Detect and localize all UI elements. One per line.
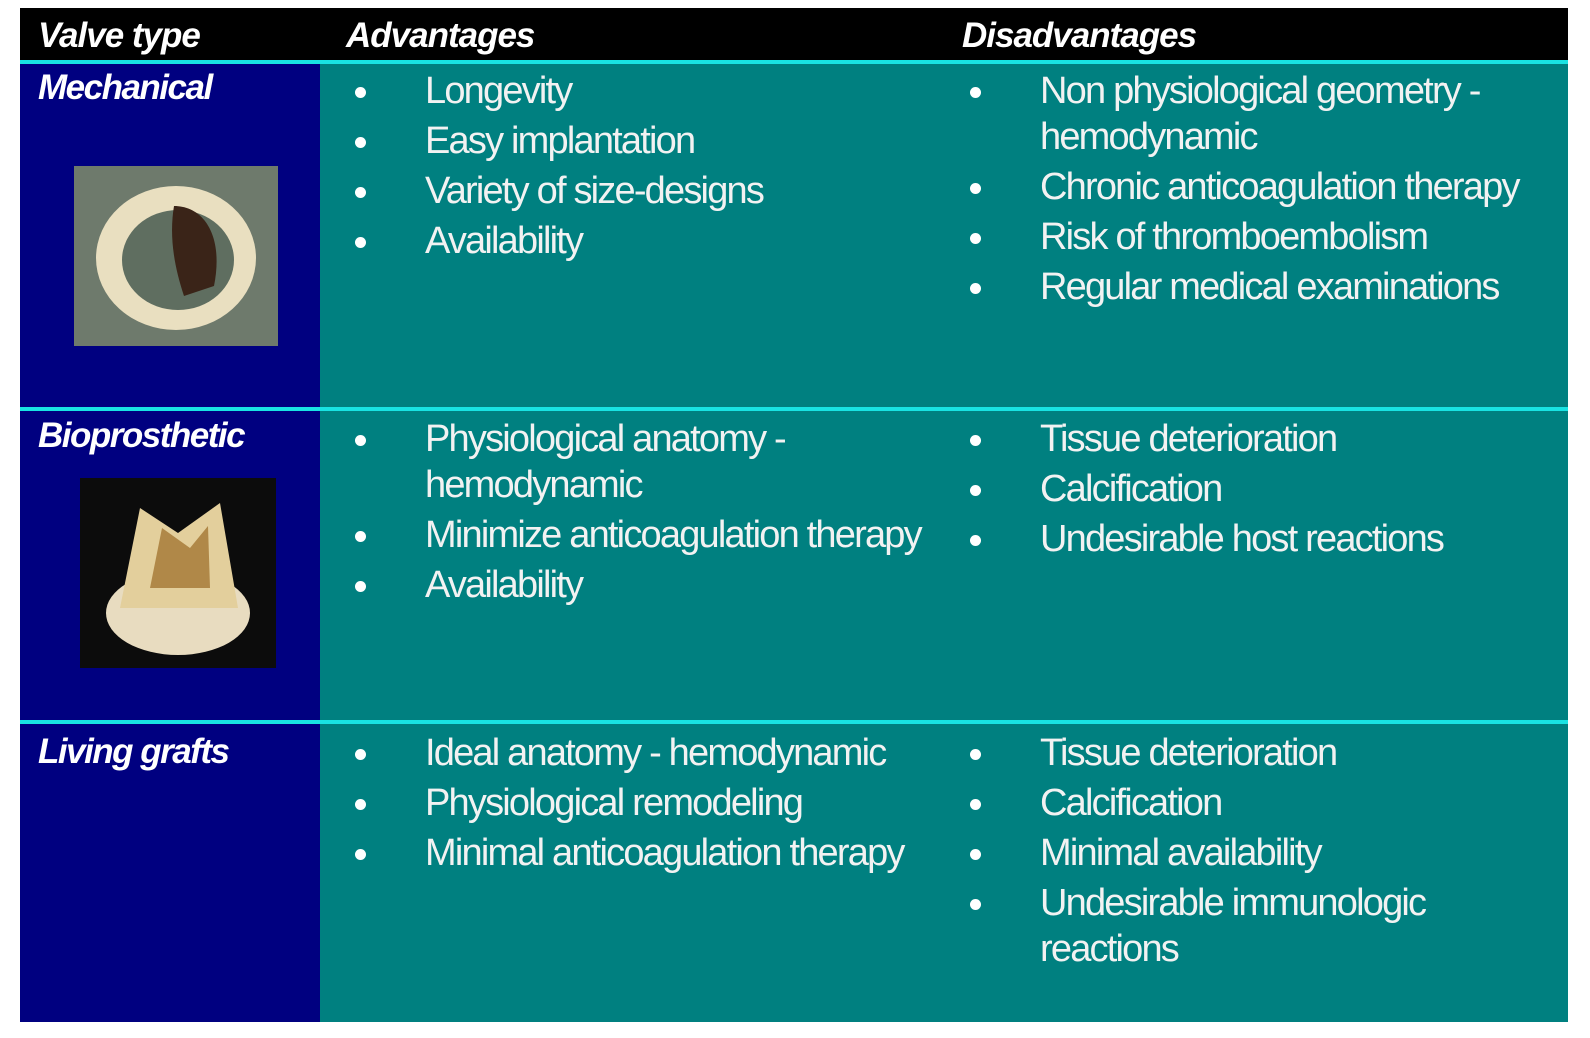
header-cell: Advantages — [346, 16, 535, 55]
list-item: Tissue deterioration — [970, 730, 1565, 776]
mechanical-valve-image — [74, 166, 278, 346]
header-bar — [20, 8, 1568, 62]
disadvantages-list: Tissue deterioration Calcification Undesir… — [970, 416, 1565, 566]
bioprosthetic-valve-image — [80, 478, 276, 668]
list-item: Minimal anticoagulation therapy — [355, 830, 925, 876]
content-area — [320, 62, 1568, 1022]
list-item: Minimal availability — [970, 830, 1565, 876]
list-item: Regular medical examinations — [970, 264, 1565, 310]
list-item: Undesirable immunologic reactions — [970, 880, 1565, 972]
valve-type: Bioprosthetic — [38, 416, 246, 455]
disadvantages-list: Tissue deterioration Calcification Minimal… — [970, 730, 1565, 976]
advantages-list: Longevity Easy implantation Variety of siz… — [355, 68, 925, 268]
list-item: Calcification — [970, 466, 1565, 512]
advantages-list: Physiological anatomy - hemodynamic Minim… — [355, 416, 925, 612]
list-item: Risk of thromboembolism — [970, 214, 1565, 260]
list-item: Availability — [355, 562, 925, 608]
list-item: Physiological anatomy - hemodynamic — [355, 416, 925, 508]
row-rule — [20, 60, 1568, 64]
header-cell: Valve type — [38, 16, 201, 55]
advantages-list: Ideal anatomy - hemodynamic Physiological… — [355, 730, 925, 880]
list-item: Chronic anticoagulation therapy — [970, 164, 1565, 210]
row-rule — [20, 720, 1568, 724]
disadvantages-list: Non physiological geometry - hemodynamic… — [970, 68, 1565, 314]
list-item: Longevity — [355, 68, 925, 114]
row-rule — [20, 407, 1568, 411]
list-item: Calcification — [970, 780, 1565, 826]
list-item: Tissue deterioration — [970, 416, 1565, 462]
list-item: Easy implantation — [355, 118, 925, 164]
list-item: Physiological remodeling — [355, 780, 925, 826]
list-item: Undesirable host reactions — [970, 516, 1565, 562]
list-item: Availability — [355, 218, 925, 264]
header-cell: Disadvantages — [962, 16, 1197, 55]
valve-type: Living grafts — [38, 732, 230, 771]
list-item: Minimize anticoagulation therapy — [355, 512, 925, 558]
valve-type: Mechanical — [38, 68, 213, 107]
list-item: Ideal anatomy - hemodynamic — [355, 730, 925, 776]
list-item: Non physiological geometry - hemodynamic — [970, 68, 1565, 160]
list-item: Variety of size-designs — [355, 168, 925, 214]
